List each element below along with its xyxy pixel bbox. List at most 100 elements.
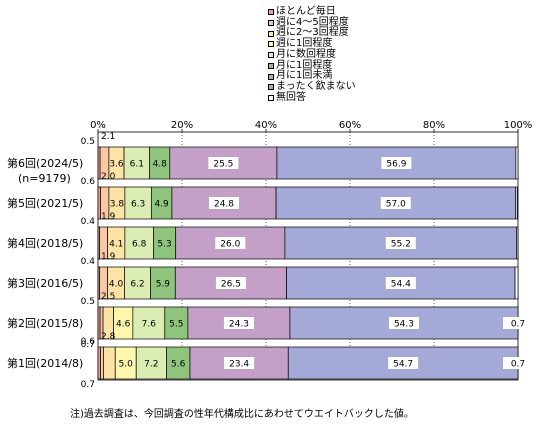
legend-item: 週に4～5回程度 [268,16,356,29]
bar-segment [150,266,176,300]
legend-item: まったく飲まない [268,80,356,93]
data-label: 0.6 [81,177,96,187]
legend-item: 週に2～3回程度 [268,28,356,39]
legend-swatch [268,9,274,16]
data-label: 54.7 [393,360,413,370]
category-label: 第6回(2024/5) [7,156,83,170]
data-label: 1.9 [101,252,116,262]
data-label-box [388,357,419,369]
data-label: 26.0 [220,240,240,250]
legend-swatch [268,52,274,59]
data-label: 0.7 [511,320,525,330]
data-label-box [224,357,255,369]
legend-swatch [268,30,274,37]
data-label: 4.9 [154,200,169,210]
data-label: 25.5 [213,160,233,170]
data-label: 4.6 [116,320,131,330]
data-label: 5.6 [171,360,186,370]
category-label: 第3回(2016/5) [7,276,83,290]
legend-label: 月に数回程度 [276,48,336,60]
legend-swatch [268,73,274,80]
legend-swatch [268,41,274,48]
data-label: 2.1 [101,132,115,142]
bar-segment [515,146,519,180]
data-label: 7.2 [144,360,158,370]
bar-segment [97,346,101,380]
legend-swatch [268,62,274,69]
legend-label: 無回答 [276,91,306,103]
category-label: 第4回(2018/5) [7,236,83,250]
bar-segment [135,346,167,380]
data-label: 6.2 [130,280,144,290]
legend-label: 週に4～5回程度 [276,16,349,28]
data-label-box [215,237,246,249]
data-label: 26.5 [221,280,241,290]
bar-segment [124,226,154,260]
data-label-box [381,157,412,169]
data-label: 54.4 [391,280,411,290]
data-label: 55.2 [391,240,411,250]
data-label: 4.1 [109,240,123,250]
data-label-box [223,317,254,329]
data-label: 7.6 [142,320,157,330]
data-label: 4.8 [153,160,168,170]
legend-item: 月に1回程度 [268,59,356,72]
data-label: 54.3 [394,320,414,330]
data-label-box [215,277,246,289]
data-label: 5.3 [157,240,171,250]
legend-swatch [268,84,274,91]
data-label: 24.3 [229,320,249,330]
data-label: 2.5 [101,292,115,302]
legend-label: ほとんど毎日 [276,6,336,17]
legend-item: 週に1回程度 [268,38,356,50]
data-label: 3.6 [109,160,124,170]
data-label: 5.0 [119,360,134,370]
data-label: 0.7 [81,380,95,390]
data-label: 5.5 [169,320,183,330]
x-tick-label: 20% [171,120,193,131]
legend-item: 無回答 [268,91,356,104]
data-label-box [503,357,533,369]
legend-label: 月に1回未満 [276,70,333,82]
data-label: 4.0 [109,280,124,290]
legend-item: 月に数回程度 [268,48,356,61]
data-label: 23.4 [229,360,249,370]
bar-segment [515,186,518,220]
data-label: 6.3 [131,200,145,210]
data-label: 57.0 [386,200,406,210]
legend-swatch [268,94,274,101]
data-label: 6.1 [130,160,144,170]
data-label: 5.9 [156,280,171,290]
data-label-box [380,197,411,209]
bar-segment [124,186,152,220]
data-label-box [209,197,239,209]
data-label: 0.4 [81,257,96,267]
x-tick-label: 80% [423,120,445,131]
data-label-box [503,317,533,329]
legend-item: 月に1回未満 [268,71,356,82]
x-tick-label: 100% [504,120,533,131]
data-label: 0.4 [81,217,96,227]
data-label: 2.0 [101,172,116,182]
data-label: 0.7 [81,340,95,350]
data-label: 2.8 [101,332,116,342]
category-label: 第5回(2021/5) [7,196,83,210]
legend-label: まったく飲まない [276,80,356,92]
bar-segment [189,346,289,380]
footnote: 注)過去調査は、今回調査の性年代構成比にあわせてウエイトバックした値。 [70,409,414,420]
data-label: 1.9 [101,212,116,222]
data-label-box [385,237,416,249]
data-label-box [388,317,419,329]
category-sublabel: (n=9179) [18,172,71,185]
bar-segment [103,346,116,380]
x-tick-label: 40% [255,120,277,131]
bar-segment [516,226,519,260]
category-label: 第2回(2015/8) [7,316,83,330]
x-tick-label: 0% [90,120,106,131]
data-label: 56.9 [386,160,406,170]
legend-label: 月に1回程度 [276,59,333,71]
data-label: 6.8 [132,240,147,250]
legend-label: 週に2～3回程度 [276,27,349,39]
legend: ほとんど毎日 週に4～5回程度 週に2～3回程度 週に1回程度 月に数回程度 月に1回程度… [268,6,356,104]
